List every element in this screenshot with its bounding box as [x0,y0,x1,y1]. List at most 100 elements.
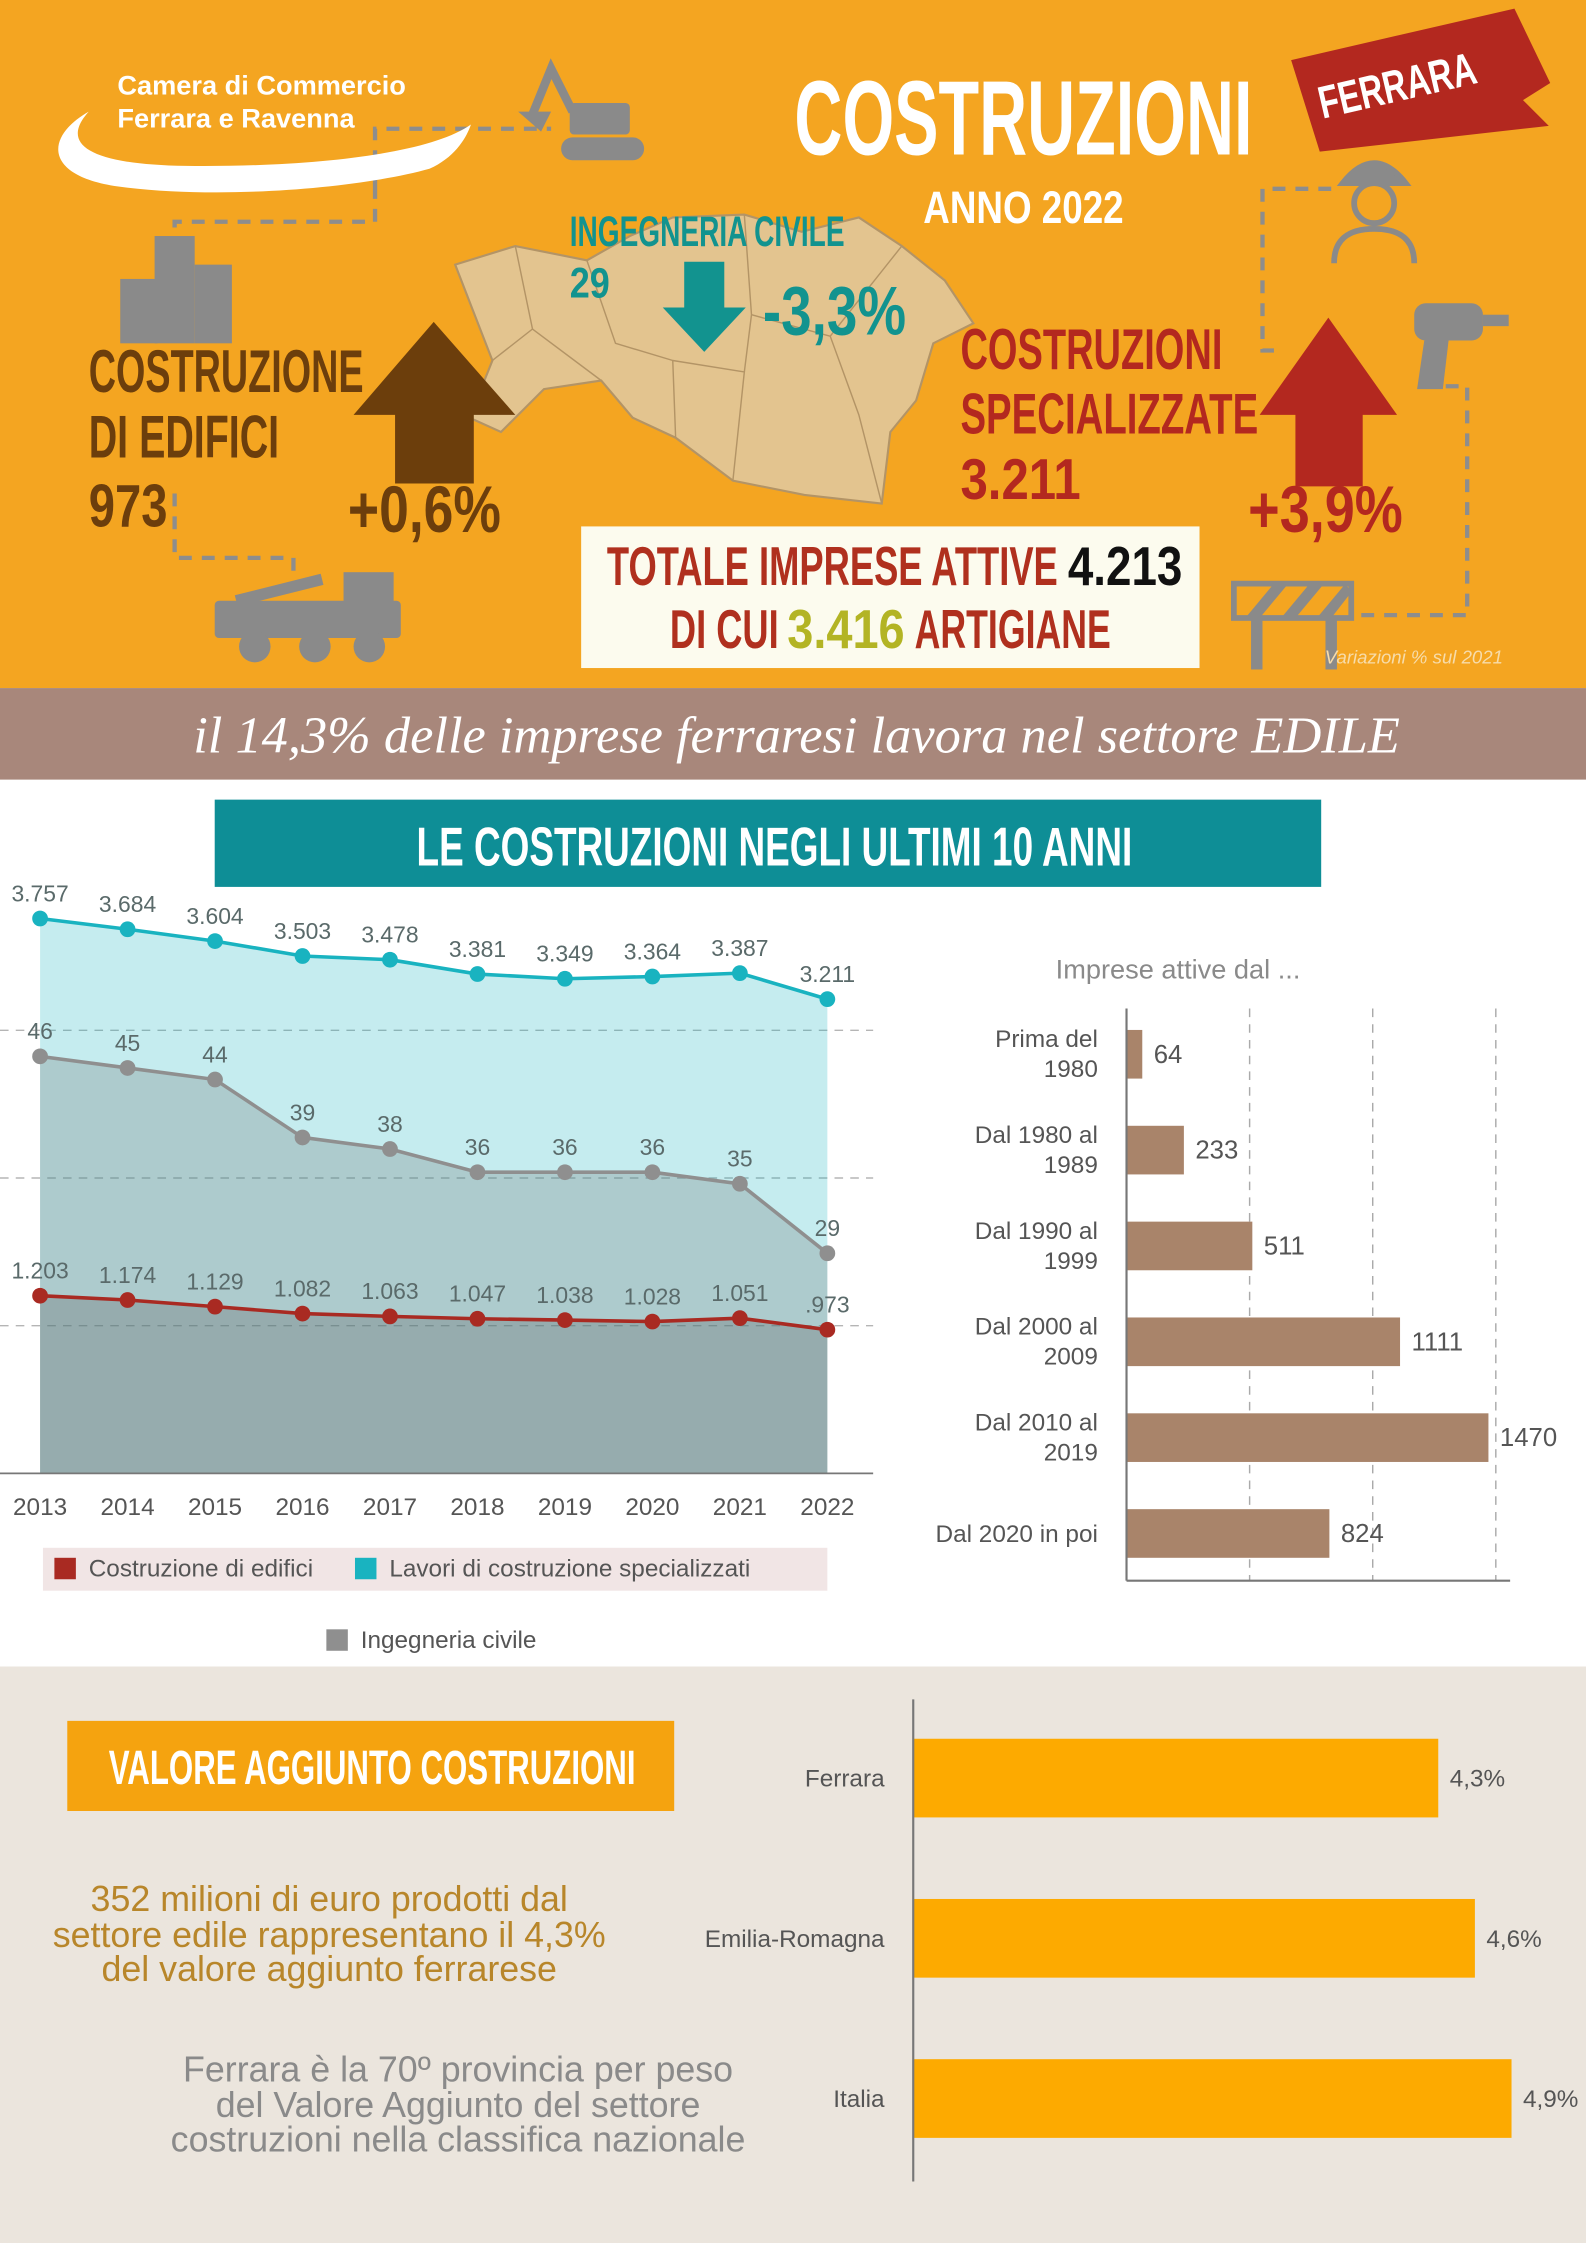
data-label: 36 [552,1134,577,1160]
category-label: Dal 2000 al 2009 [974,1313,1098,1371]
data-label: 3.684 [99,891,157,917]
line [39,1054,829,1255]
section-title-bg [214,799,1322,887]
point [32,910,48,927]
x-tick-label: 2019 [538,1494,592,1521]
data-label: 1.174 [99,1262,157,1288]
data-label: 1.063 [361,1278,418,1304]
data-label: 1.203 [11,1258,68,1284]
artisan-label: ARTIGIANE [915,599,1111,660]
data-label: 1.051 [711,1280,768,1306]
data-label: 1.047 [449,1281,506,1307]
data-label: 1.082 [274,1275,331,1301]
data-label: 3.604 [186,903,244,929]
province-ribbon [1291,8,1551,152]
sector-count: 29 [570,260,610,308]
data-label: 29 [815,1215,840,1241]
point [819,1245,836,1262]
total-of-which: DI CUI [670,599,779,660]
point [644,1313,661,1330]
category-label: Dal 1980 al 1989 [974,1121,1098,1179]
bar [1126,1029,1143,1079]
total-label: TOTALE IMPRESE ATTIVE [607,536,1058,597]
category-label: Emilia-Romagna [704,1924,885,1952]
data-label: 35 [727,1146,752,1172]
category-label: Italia [833,2084,885,2113]
bar [913,1898,1475,1978]
sector-count: 973 [89,472,168,539]
icon-excavator [518,58,645,161]
total-value: 4.213 [1068,536,1183,597]
point [732,965,748,982]
data-label: 3.478 [361,922,418,948]
bar [1126,1509,1330,1558]
point [732,1310,748,1327]
point [732,1175,748,1192]
added-value-title-bg [67,1720,675,1811]
x-tick-label: 2017 [363,1494,417,1521]
point [557,1312,573,1328]
point [557,1164,573,1181]
label-box: Italia [833,2084,885,2113]
category-label: Dal 1990 al 1999 [974,1217,1098,1275]
data-label: 3.387 [711,935,768,961]
category-label: Prima del 1980 [995,1025,1098,1083]
connector [1260,186,1332,353]
point [32,1048,48,1065]
point [644,968,661,985]
label-box: Prima del 1980 [995,1025,1098,1083]
text-line: del Valore Aggiunto del settore [216,2085,701,2125]
legend-label: Costruzione di edifici [89,1555,313,1582]
added-value-text: 352 milioni di euro prodotti dal settore… [53,1879,606,1989]
point [644,1164,661,1181]
data-label: 46 [27,1018,52,1044]
point [382,1141,398,1157]
point [119,921,136,938]
sector-name: COSTRUZIONI [960,318,1222,382]
bar [913,2059,1512,2138]
note: Variazioni % sul 2021 [1325,647,1503,668]
arrow-up [1259,317,1398,487]
x-tick-label: 2014 [100,1494,154,1521]
title: COSTRUZIONI [794,60,1252,178]
data-label: .973 [805,1292,850,1318]
line [39,1293,828,1332]
point [819,1321,836,1338]
connectors [172,126,1470,618]
x-tick-label: 2020 [625,1494,679,1521]
bar [913,1738,1439,1818]
point [207,1298,223,1315]
icon-buildings [120,236,232,344]
data-label: 4,6% [1486,1926,1541,1953]
data-label: 36 [465,1134,490,1160]
label-box: Dal 1990 al 1999 [974,1217,1098,1275]
data-label: 44 [202,1041,228,1067]
point [207,1071,223,1088]
data-label: 511 [1264,1233,1305,1261]
data-label: 45 [115,1030,140,1056]
x-tick-label: 2016 [275,1494,329,1521]
text-line: Ferrara è la 70º provincia per peso [183,2049,733,2089]
data-label: 3.381 [449,936,506,962]
label-box: Dal 2020 in poi [936,1520,1098,1547]
data-label: 3.757 [11,880,68,906]
legend-swatch [54,1557,76,1580]
point [557,970,573,987]
sector-change: +3,9% [1248,472,1403,546]
year: ANNO 2022 [923,182,1123,233]
text-line: costruzioni nella classifica nazionale [171,2119,746,2159]
logo-swoosh [58,111,471,193]
bar [1126,1221,1253,1271]
connector [1359,384,1470,618]
point [382,1308,398,1325]
data-label: 1470 [1500,1424,1557,1452]
area [40,1056,828,1474]
banner: il 14,3% delle imprese ferraresi lavora … [193,707,1400,764]
point [469,1164,486,1181]
line [39,916,828,1001]
category-label: Dal 2010 al 2019 [974,1409,1098,1467]
legend-bg [42,1547,828,1591]
text-line: settore edile rappresentano il 4,3% [53,1915,606,1955]
point [32,1287,48,1304]
